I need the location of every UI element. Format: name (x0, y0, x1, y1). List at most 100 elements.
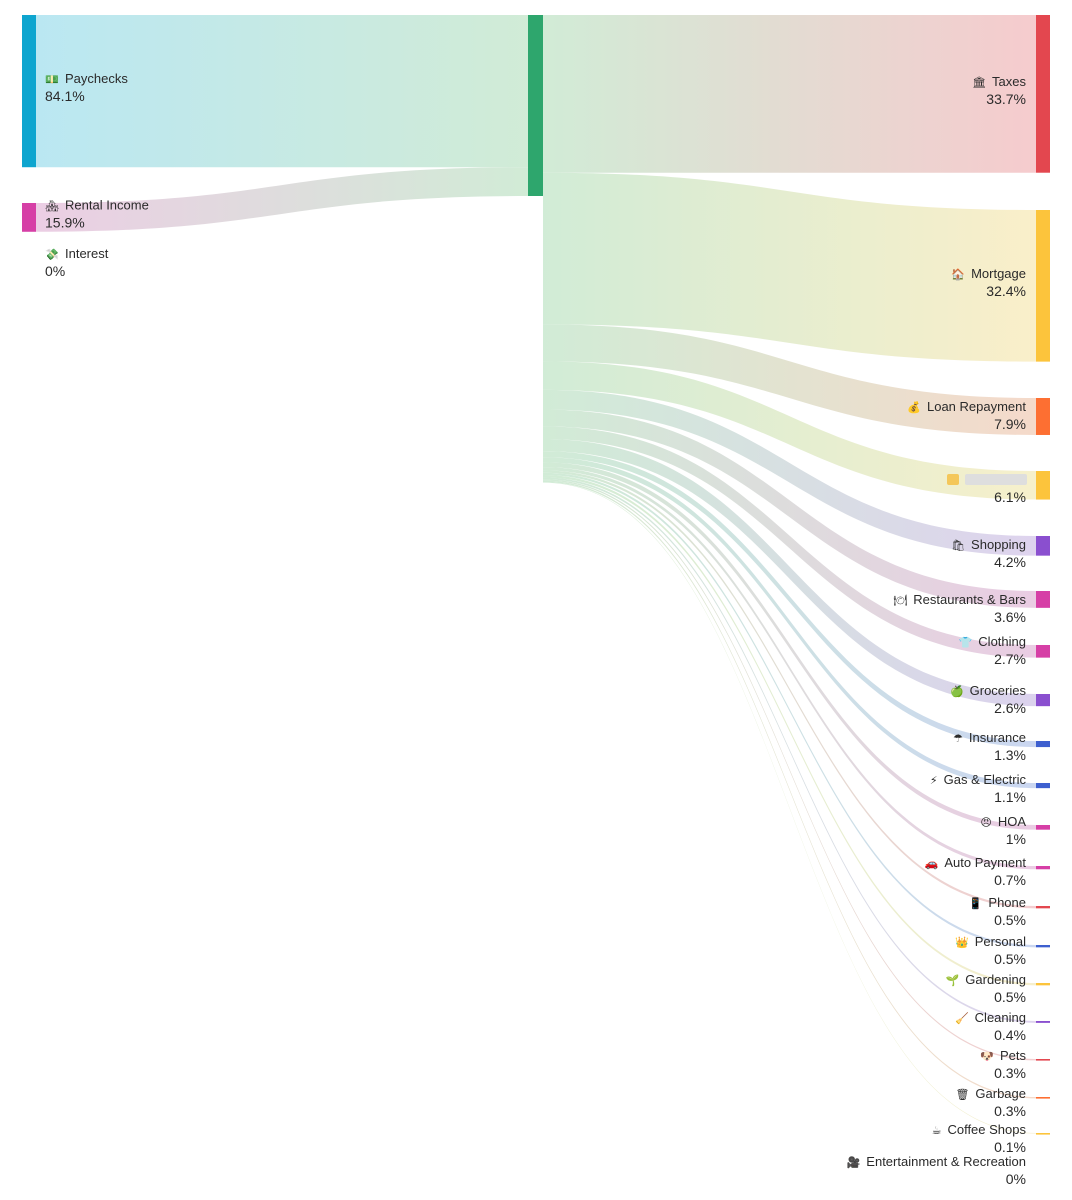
sankey-labels: 💵 Paychecks 84.1% 🏘 Rental Income 15.9% 💸 Inter… (45, 71, 1027, 1187)
coffee-icon: ☕ (932, 1125, 942, 1137)
target-pct-coffee-shops: 0.1% (994, 1139, 1026, 1155)
link-phone (543, 470, 1036, 909)
target-pct-hoa: 1% (1006, 831, 1026, 847)
node-rental-income[interactable] (22, 203, 36, 232)
link-taxes (543, 15, 1036, 173)
sankey-links (36, 15, 1036, 1134)
target-pct-phone: 0.5% (994, 912, 1026, 928)
link-rental-income (36, 167, 528, 232)
crown-icon: 👑 (955, 936, 969, 949)
target-label-personal: Personal (975, 934, 1026, 949)
house-icon: 🏠 (951, 268, 965, 281)
node-restaurants-and-bars[interactable] (1036, 591, 1050, 608)
trash-icon: 🗑 (955, 1088, 969, 1101)
node-taxes[interactable] (1036, 15, 1050, 173)
target-label-coffee-shops: Coffee Shops (947, 1122, 1026, 1137)
link-gardening (543, 475, 1036, 986)
angry-face-icon: 😠 (980, 817, 991, 829)
target-pct-loan-repayment: 7.9% (994, 416, 1026, 432)
target-pct-cleaning: 0.4% (994, 1027, 1026, 1043)
target-pct-groceries: 2.6% (994, 700, 1026, 716)
lightning-icon: ⚡ (930, 775, 938, 787)
node-clothing[interactable] (1036, 645, 1050, 658)
money-icon: 💵 (45, 74, 59, 86)
seedling-icon: 🌱 (946, 974, 960, 987)
target-pct-personal: 0.5% (994, 951, 1026, 967)
target-label-taxes: Taxes (992, 74, 1026, 89)
target-label-gardening: Gardening (965, 972, 1026, 987)
link-shopping (543, 389, 1036, 556)
source-pct-rental-income: 15.9% (45, 214, 85, 230)
link-garbage (543, 480, 1036, 1099)
node-loan-repayment[interactable] (1036, 398, 1050, 435)
target-pct-taxes: 33.7% (986, 91, 1026, 107)
link-restaurants-and-bars (543, 409, 1036, 608)
car-icon: 🚗 (925, 858, 939, 870)
target-label-mortgage: Mortgage (971, 266, 1026, 281)
sankey-nodes (22, 15, 1050, 1135)
target-pct-pets: 0.3% (994, 1065, 1026, 1081)
target-pct-hidden-3: 6.1% (994, 489, 1026, 505)
target-pct-shopping: 4.2% (994, 554, 1026, 570)
node-paychecks[interactable] (22, 15, 36, 168)
node-mortgage[interactable] (1036, 210, 1050, 362)
link-personal (543, 472, 1036, 948)
redacted-icon (947, 474, 959, 485)
broom-icon: 🧹 (955, 1012, 969, 1025)
source-pct-paychecks: 84.1% (45, 88, 85, 104)
node-gas-and-electric[interactable] (1036, 783, 1050, 789)
target-label-loan-repayment: Loan Repayment (927, 399, 1026, 414)
target-pct-clothing: 2.7% (994, 651, 1026, 667)
target-label-garbage: Garbage (975, 1086, 1026, 1101)
target-label-phone: Phone (988, 895, 1026, 910)
source-label-rental-income: Rental Income (65, 197, 149, 212)
target-pct-restaurants-and-bars: 3.6% (994, 609, 1026, 625)
link-pets (543, 479, 1036, 1061)
shirt-icon: 👕 (959, 636, 973, 649)
target-pct-gardening: 0.5% (994, 989, 1026, 1005)
money-wings-icon: 💸 (45, 248, 59, 261)
link-gas-and-electric (543, 457, 1036, 789)
target-label-restaurants-and-bars: Restaurants & Bars (913, 592, 1026, 607)
target-label-entertainment-and-recreation: Entertainment & Recreation (866, 1154, 1026, 1169)
node-coffee-shops[interactable] (1036, 1133, 1050, 1135)
target-pct-garbage: 0.3% (994, 1103, 1026, 1119)
node-shopping[interactable] (1036, 536, 1050, 556)
node-insurance[interactable] (1036, 741, 1050, 748)
apple-icon: 🍏 (950, 685, 964, 698)
node-gardening[interactable] (1036, 983, 1050, 986)
target-label-hoa: HOA (998, 814, 1027, 829)
target-label-auto-payment: Auto Payment (944, 855, 1026, 870)
shopping-bags-icon: 🛍 (951, 539, 965, 552)
dog-icon: 🐶 (980, 1051, 994, 1063)
target-label-pets: Pets (1000, 1048, 1027, 1063)
link-paychecks (36, 15, 528, 168)
node-hoa[interactable] (1036, 825, 1050, 830)
node-hidden-3[interactable] (1036, 471, 1050, 500)
target-label-cleaning: Cleaning (975, 1010, 1026, 1025)
node-budget-hub[interactable] (528, 15, 543, 196)
plate-icon: 🍽 (893, 594, 907, 607)
link-loan-repayment (543, 324, 1036, 435)
target-pct-auto-payment: 0.7% (994, 872, 1026, 888)
link-mortgage (543, 172, 1036, 362)
umbrella-icon: ☂ (953, 733, 963, 745)
link-hoa (543, 462, 1036, 830)
node-cleaning[interactable] (1036, 1021, 1050, 1023)
node-phone[interactable] (1036, 906, 1050, 909)
node-garbage[interactable] (1036, 1097, 1050, 1099)
node-pets[interactable] (1036, 1059, 1050, 1061)
node-groceries[interactable] (1036, 694, 1050, 707)
redacted-label (965, 474, 1027, 485)
target-label-shopping: Shopping (971, 537, 1026, 552)
target-label-clothing: Clothing (978, 634, 1026, 649)
link-cleaning (543, 477, 1036, 1023)
target-pct-mortgage: 32.4% (986, 283, 1026, 299)
node-personal[interactable] (1036, 945, 1050, 948)
phone-icon: 📱 (969, 897, 983, 910)
node-auto-payment[interactable] (1036, 866, 1050, 870)
government-building-icon: 🏛 (972, 76, 986, 89)
target-pct-insurance: 1.3% (994, 747, 1026, 763)
target-label-groceries: Groceries (970, 683, 1027, 698)
